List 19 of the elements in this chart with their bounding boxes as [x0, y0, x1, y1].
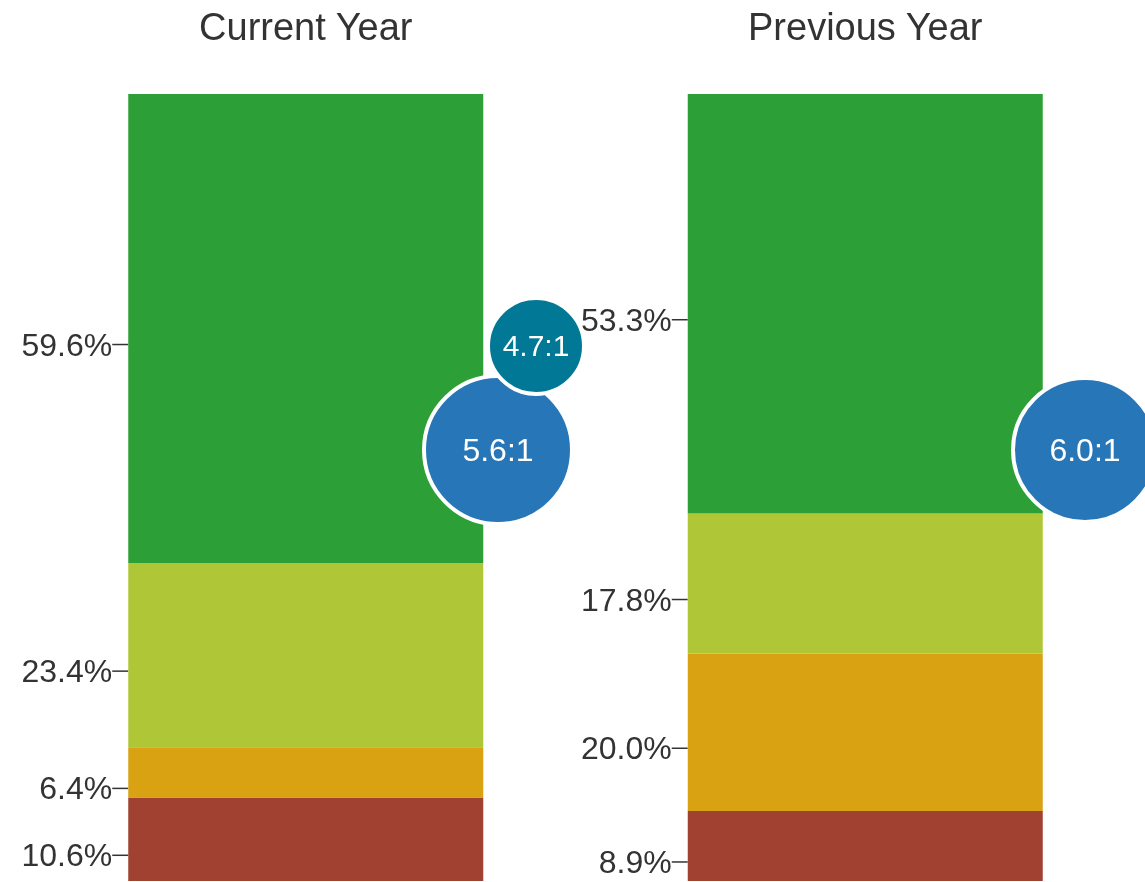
- data-label: 17.8%: [581, 581, 672, 618]
- bar: [128, 797, 484, 881]
- data-label: 8.9%: [598, 843, 672, 880]
- data-label: 59.6%: [21, 326, 113, 363]
- data-label: 20.0%: [581, 730, 672, 767]
- annotation: 4.7:1: [502, 329, 570, 363]
- bar: [128, 747, 484, 798]
- bar: [128, 563, 484, 748]
- annotation: 6.0:1: [1049, 431, 1121, 469]
- bar: [687, 810, 1043, 881]
- data-label: 6.4%: [39, 770, 113, 807]
- data-label: 10.6%: [21, 837, 113, 874]
- bar: [687, 513, 1043, 654]
- bar: [687, 653, 1043, 811]
- annotation: 5.6:1: [462, 431, 534, 469]
- data-label: 23.4%: [21, 653, 113, 690]
- bar: [687, 94, 1043, 514]
- x-tick-label: Previous Year: [748, 6, 983, 48]
- x-tick-label: Current Year: [199, 6, 413, 48]
